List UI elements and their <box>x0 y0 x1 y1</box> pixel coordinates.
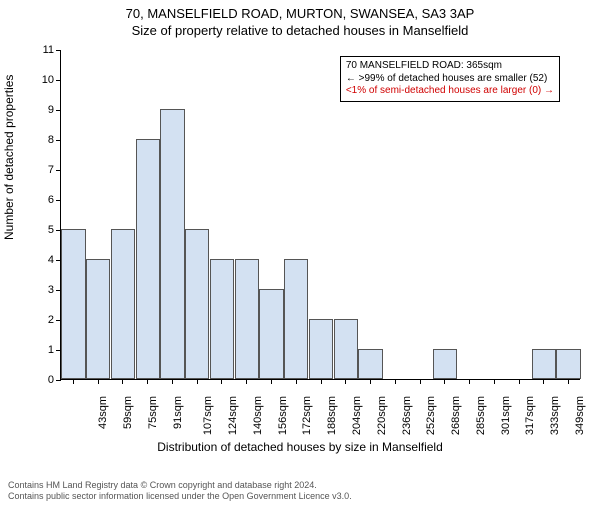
ytick-label: 0 <box>30 374 54 386</box>
ytick-label: 2 <box>30 314 54 326</box>
xtick <box>469 379 470 384</box>
bar <box>136 139 160 379</box>
bar <box>284 259 308 379</box>
ytick-label: 11 <box>30 44 54 56</box>
xtick <box>370 379 371 384</box>
xtick-label: 172sqm <box>302 396 314 435</box>
ytick-label: 7 <box>30 164 54 176</box>
ytick <box>56 110 61 111</box>
ytick-label: 3 <box>30 284 54 296</box>
xtick-label: 220sqm <box>376 396 388 435</box>
xtick-label: 285sqm <box>475 396 487 435</box>
ytick <box>56 140 61 141</box>
xtick-label: 188sqm <box>326 396 338 435</box>
bar <box>86 259 110 379</box>
info-box: 70 MANSELFIELD ROAD: 365sqm ← >99% of de… <box>340 56 560 102</box>
xtick <box>172 379 173 384</box>
xtick-label: 43sqm <box>97 396 109 429</box>
y-axis-label: Number of detached properties <box>2 75 16 240</box>
ytick-label: 5 <box>30 224 54 236</box>
xtick-label: 204sqm <box>351 396 363 435</box>
xtick <box>147 379 148 384</box>
bar <box>61 229 85 379</box>
info-line2: ← >99% of detached houses are smaller (5… <box>346 73 554 86</box>
xtick-label: 91sqm <box>172 396 184 429</box>
xtick <box>246 379 247 384</box>
bar <box>556 349 580 379</box>
footer-line2: Contains public sector information licen… <box>8 491 352 502</box>
x-axis-label: Distribution of detached houses by size … <box>0 440 600 454</box>
xtick-label: 333sqm <box>549 396 561 435</box>
ytick <box>56 380 61 381</box>
xtick <box>73 379 74 384</box>
ytick <box>56 200 61 201</box>
ytick-label: 4 <box>30 254 54 266</box>
bar <box>210 259 234 379</box>
xtick-label: 268sqm <box>450 396 462 435</box>
bar <box>111 229 135 379</box>
xtick <box>197 379 198 384</box>
xtick-label: 317sqm <box>524 396 536 435</box>
xtick-label: 301sqm <box>500 396 512 435</box>
xtick-label: 236sqm <box>401 396 413 435</box>
xtick <box>221 379 222 384</box>
xtick <box>543 379 544 384</box>
xtick-label: 124sqm <box>227 396 239 435</box>
xtick <box>296 379 297 384</box>
ytick-label: 10 <box>30 74 54 86</box>
ytick <box>56 80 61 81</box>
bar <box>358 349 382 379</box>
ytick <box>56 170 61 171</box>
xtick <box>395 379 396 384</box>
xtick <box>122 379 123 384</box>
xtick <box>444 379 445 384</box>
xtick-label: 75sqm <box>147 396 159 429</box>
ytick-label: 8 <box>30 134 54 146</box>
bar <box>235 259 259 379</box>
xtick <box>321 379 322 384</box>
bar <box>334 319 358 379</box>
bar <box>160 109 184 379</box>
xtick <box>271 379 272 384</box>
xtick <box>420 379 421 384</box>
page-title-line2: Size of property relative to detached ho… <box>0 23 600 38</box>
xtick <box>519 379 520 384</box>
ytick-label: 6 <box>30 194 54 206</box>
plot-area: 70 MANSELFIELD ROAD: 365sqm ← >99% of de… <box>60 50 580 380</box>
footer-attribution: Contains HM Land Registry data © Crown c… <box>8 480 352 502</box>
xtick-label: 140sqm <box>252 396 264 435</box>
bar <box>185 229 209 379</box>
xtick <box>98 379 99 384</box>
info-line3: <1% of semi-detached houses are larger (… <box>346 85 554 98</box>
page-title-line1: 70, MANSELFIELD ROAD, MURTON, SWANSEA, S… <box>0 6 600 21</box>
chart-container: Number of detached properties 70 MANSELF… <box>0 50 600 450</box>
xtick-label: 252sqm <box>425 396 437 435</box>
xtick-label: 107sqm <box>203 396 215 435</box>
bar <box>259 289 283 379</box>
xtick <box>568 379 569 384</box>
xtick <box>494 379 495 384</box>
info-line1: 70 MANSELFIELD ROAD: 365sqm <box>346 60 554 73</box>
ytick-label: 9 <box>30 104 54 116</box>
footer-line1: Contains HM Land Registry data © Crown c… <box>8 480 352 491</box>
bar <box>532 349 556 379</box>
bar <box>433 349 457 379</box>
xtick-label: 349sqm <box>574 396 586 435</box>
xtick-label: 59sqm <box>122 396 134 429</box>
xtick-label: 156sqm <box>277 396 289 435</box>
bar <box>309 319 333 379</box>
ytick-label: 1 <box>30 344 54 356</box>
xtick <box>345 379 346 384</box>
ytick <box>56 50 61 51</box>
